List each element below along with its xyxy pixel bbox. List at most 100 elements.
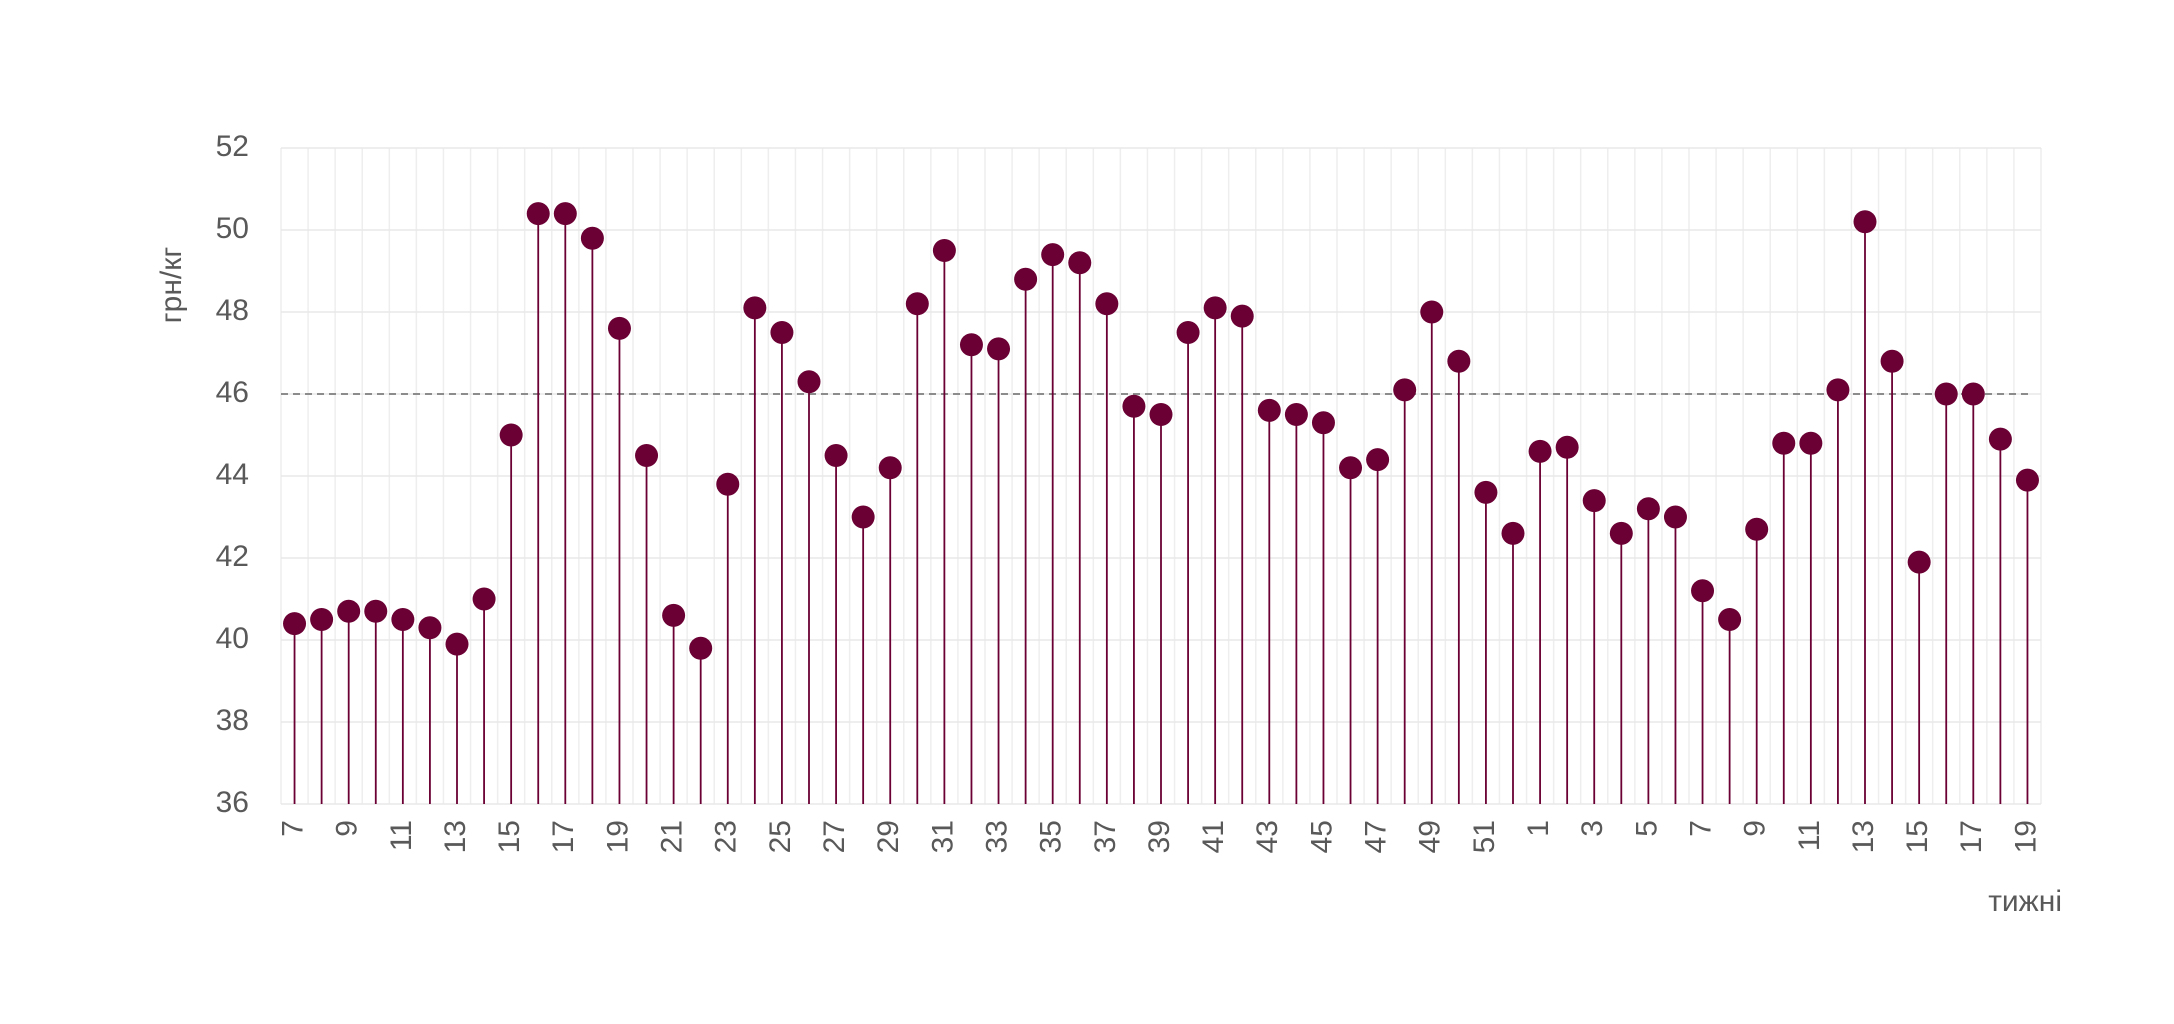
x-tick-label: 5 xyxy=(1630,820,1663,837)
marker xyxy=(1366,448,1390,472)
marker xyxy=(1691,579,1715,603)
x-tick-label: 25 xyxy=(764,820,797,853)
marker xyxy=(1230,304,1254,328)
marker xyxy=(1907,550,1931,574)
x-tick-label: 29 xyxy=(872,820,905,853)
x-tick-label: 11 xyxy=(385,820,418,851)
x-tick-label: 45 xyxy=(1305,820,1338,853)
x-tick-label: 33 xyxy=(980,820,1013,853)
marker xyxy=(635,444,659,467)
marker xyxy=(2015,468,2039,492)
y-tick-label: 36 xyxy=(216,786,249,819)
marker xyxy=(689,636,713,660)
x-tick-label: 43 xyxy=(1251,820,1284,853)
marker xyxy=(1663,505,1687,529)
marker xyxy=(1961,382,1985,406)
marker xyxy=(1149,403,1173,426)
marker xyxy=(1853,210,1877,234)
x-tick-label: 35 xyxy=(1035,820,1068,853)
x-tick-label: 15 xyxy=(493,820,526,853)
marker xyxy=(824,444,848,467)
marker xyxy=(959,333,983,357)
marker xyxy=(1122,394,1146,418)
marker xyxy=(1014,267,1038,291)
marker xyxy=(364,599,388,623)
x-tick-label: 27 xyxy=(818,820,851,853)
marker xyxy=(1582,489,1606,513)
x-tick-label: 47 xyxy=(1360,820,1393,853)
marker xyxy=(1555,435,1579,459)
marker xyxy=(1311,411,1335,435)
marker xyxy=(1420,300,1444,324)
x-tick-label: 19 xyxy=(601,820,634,853)
x-tick-label: 15 xyxy=(1901,820,1934,853)
marker xyxy=(662,603,686,627)
x-tick-label: 31 xyxy=(926,820,959,853)
y-tick-label: 40 xyxy=(216,622,249,655)
marker xyxy=(1447,349,1471,373)
marker xyxy=(580,226,604,250)
marker xyxy=(337,599,361,623)
x-tick-label: 1 xyxy=(1522,820,1555,837)
marker xyxy=(1772,431,1796,455)
marker xyxy=(1799,431,1823,455)
marker xyxy=(1826,378,1850,402)
marker xyxy=(418,616,442,640)
marker xyxy=(932,239,956,262)
marker xyxy=(607,316,631,340)
marker xyxy=(283,612,307,636)
marker xyxy=(1609,521,1633,545)
marker xyxy=(472,587,496,611)
marker xyxy=(1745,517,1769,541)
y-tick-label: 50 xyxy=(216,212,249,245)
marker xyxy=(1934,382,1958,406)
marker xyxy=(553,202,577,226)
marker xyxy=(499,423,523,447)
marker xyxy=(1068,251,1092,275)
y-tick-label: 52 xyxy=(216,130,249,163)
y-tick-label: 38 xyxy=(216,704,249,737)
marker xyxy=(987,337,1011,361)
marker xyxy=(445,632,469,656)
x-tick-label: 9 xyxy=(1739,820,1772,837)
x-tick-label: 7 xyxy=(276,820,309,837)
x-tick-label: 41 xyxy=(1197,820,1230,853)
x-tick-label: 23 xyxy=(710,820,743,853)
marker xyxy=(1501,521,1525,545)
marker xyxy=(1393,378,1417,402)
y-tick-label: 48 xyxy=(216,294,249,327)
marker xyxy=(851,505,875,529)
marker xyxy=(1257,398,1281,422)
x-tick-label: 13 xyxy=(439,820,472,853)
x-tick-label: 11 xyxy=(1793,820,1826,851)
marker xyxy=(1528,439,1552,463)
x-tick-label: 39 xyxy=(1143,820,1176,853)
x-tick-label: 9 xyxy=(331,820,364,837)
x-tick-label: 17 xyxy=(1955,820,1988,853)
marker xyxy=(1284,403,1308,426)
x-tick-label: 3 xyxy=(1576,820,1609,837)
marker xyxy=(743,296,767,320)
marker xyxy=(905,292,929,316)
x-tick-label: 17 xyxy=(547,820,580,853)
y-tick-label: 46 xyxy=(216,376,249,409)
x-tick-label: 51 xyxy=(1468,820,1501,853)
x-tick-label: 19 xyxy=(2009,820,2042,853)
marker xyxy=(770,321,794,344)
marker xyxy=(797,370,821,394)
marker xyxy=(1880,349,1904,373)
x-tick-label: 49 xyxy=(1414,820,1447,853)
marker xyxy=(1176,321,1200,344)
marker xyxy=(1203,296,1227,320)
x-tick-label: 13 xyxy=(1847,820,1880,853)
marker xyxy=(878,456,902,480)
marker xyxy=(1718,608,1742,631)
marker xyxy=(1095,292,1119,316)
marker xyxy=(391,608,415,631)
marker xyxy=(526,202,550,226)
x-tick-label: 37 xyxy=(1089,820,1122,853)
x-tick-label: 7 xyxy=(1684,820,1717,837)
y-tick-label: 44 xyxy=(216,458,249,491)
y-tick-label: 42 xyxy=(216,540,249,573)
